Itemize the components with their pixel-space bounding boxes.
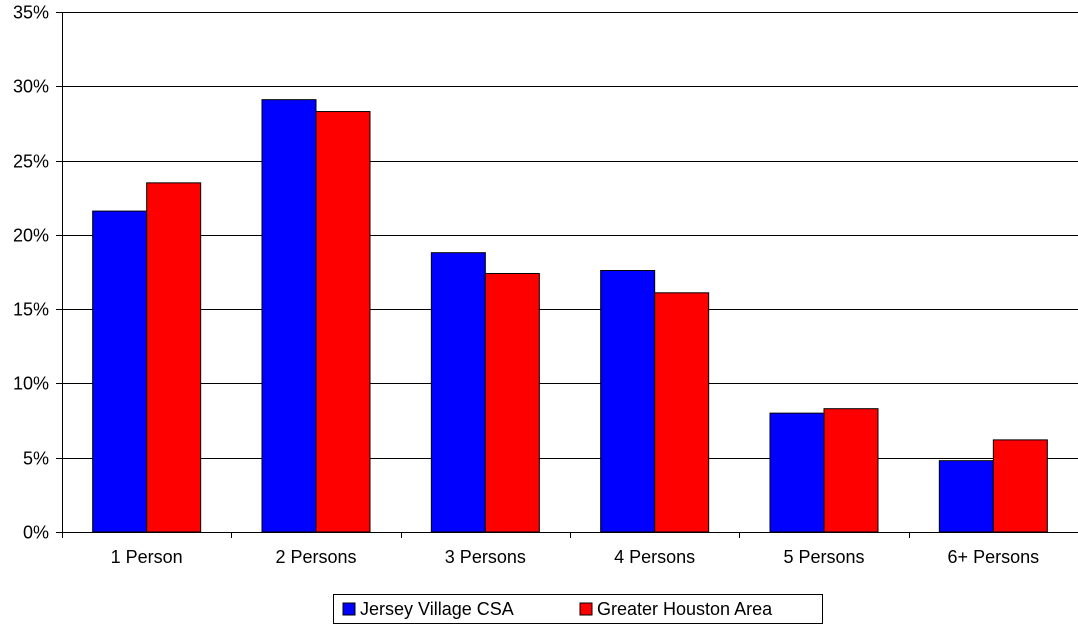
legend: Jersey Village CSA Greater Houston Area xyxy=(333,594,823,624)
bar-jersey-village-csa-5 xyxy=(769,412,825,533)
y-tick-label: 20% xyxy=(13,226,49,246)
legend-label: Jersey Village CSA xyxy=(360,599,514,619)
x-category-label: 3 Persons xyxy=(445,547,526,567)
bar-greater-houston-area-1 xyxy=(146,182,202,533)
bar-jersey-village-csa-3 xyxy=(430,252,486,533)
bar-jersey-village-csa-2 xyxy=(261,99,317,533)
x-axis-category-labels: 1 Person 2 Persons 3 Persons 4 Persons 5 Per… xyxy=(111,547,1039,567)
x-category-label: 6+ Persons xyxy=(948,547,1040,567)
y-axis-tick-labels: 0% 5% 10% 15% 20% 25% 30% 35% xyxy=(13,3,49,543)
bar-greater-houston-area-4 xyxy=(654,292,710,533)
bar-greater-houston-area-2 xyxy=(315,111,371,533)
x-category-label: 2 Persons xyxy=(275,547,356,567)
legend-swatch xyxy=(342,602,356,616)
bar-greater-houston-area-5 xyxy=(823,408,879,533)
y-tick-label: 15% xyxy=(13,300,49,320)
x-category-label: 4 Persons xyxy=(614,547,695,567)
legend-swatch xyxy=(579,602,593,616)
y-tick-label: 0% xyxy=(23,523,49,543)
bar-jersey-village-csa-4 xyxy=(600,270,656,533)
gridlines xyxy=(62,12,1078,459)
bars xyxy=(92,99,1048,533)
legend-label: Greater Houston Area xyxy=(597,599,773,619)
bar-jersey-village-csa-6 xyxy=(938,460,994,533)
y-tick-label: 10% xyxy=(13,374,49,394)
y-tick-label: 25% xyxy=(13,152,49,172)
x-category-label: 1 Person xyxy=(111,547,183,567)
y-tick-label: 30% xyxy=(13,77,49,97)
y-tick-label: 5% xyxy=(23,449,49,469)
axes xyxy=(56,12,1078,538)
bar-greater-houston-area-3 xyxy=(484,272,540,533)
bar-jersey-village-csa-1 xyxy=(92,210,148,533)
x-category-label: 5 Persons xyxy=(783,547,864,567)
bar-greater-houston-area-6 xyxy=(992,439,1048,533)
y-tick-label: 35% xyxy=(13,3,49,23)
